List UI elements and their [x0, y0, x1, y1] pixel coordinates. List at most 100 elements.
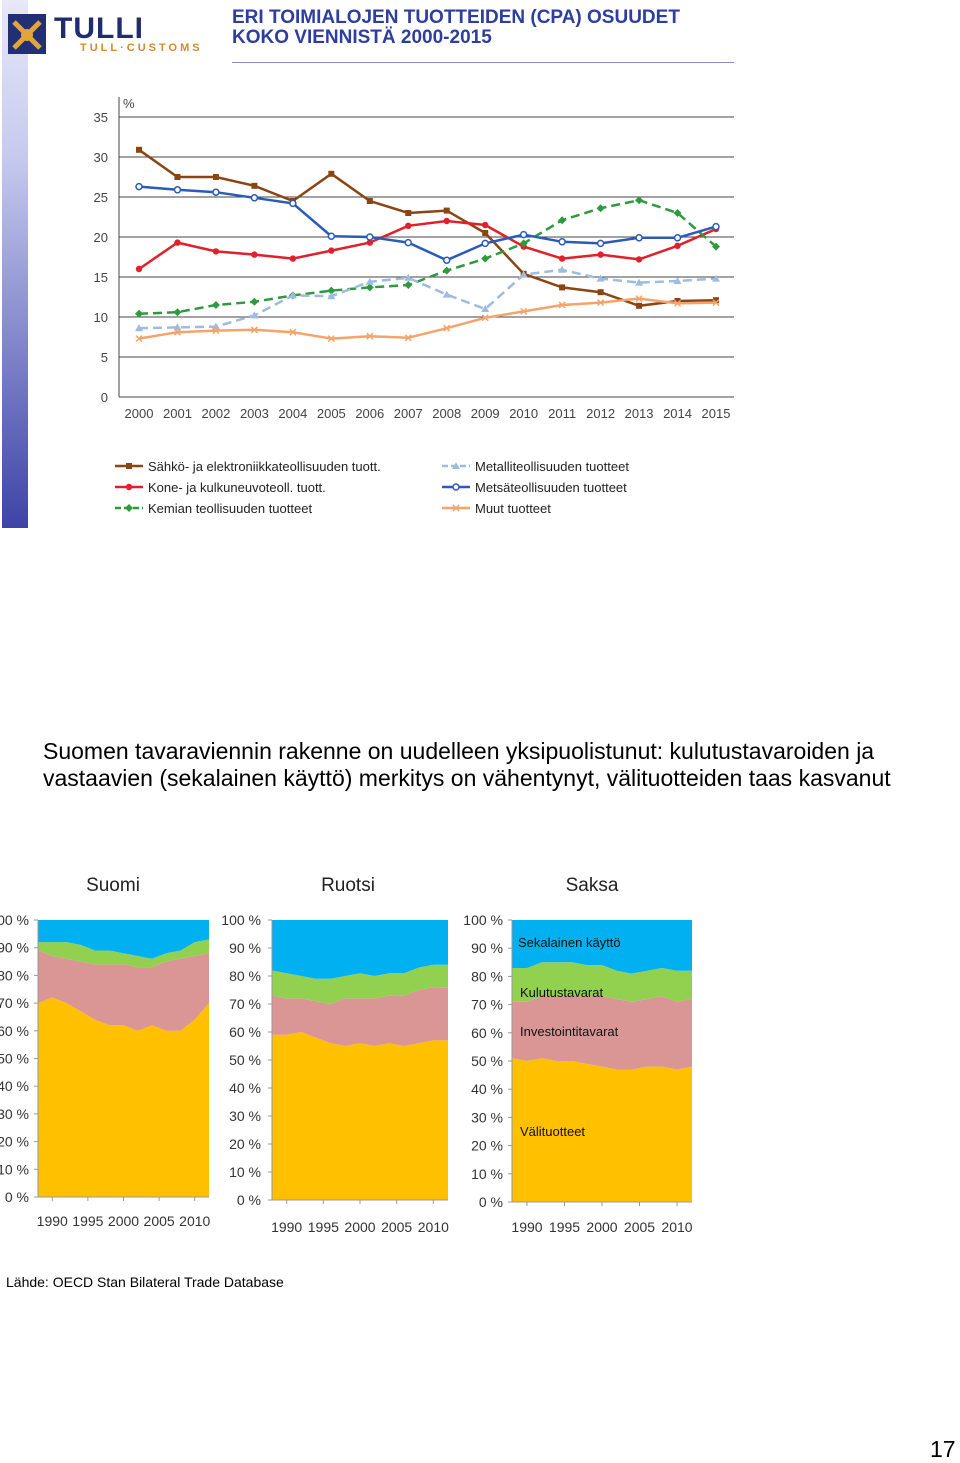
series-line [138, 185, 717, 262]
y-tick-label: 70 % [471, 997, 503, 1013]
y-tick-label: 40 % [471, 1081, 503, 1097]
title-divider [232, 62, 734, 63]
y-tick-label: 20 % [471, 1138, 503, 1154]
x-tick-label: 1990 [37, 1213, 68, 1229]
y-tick-label: 70 % [229, 996, 261, 1012]
area-chart-title: Saksa [566, 875, 619, 896]
x-tick-label: 2006 [355, 406, 384, 421]
area-chart-saksa: Saksa 0 % 10 % 20 % 30 % 40 % 50 % 60 % 70 % 80 %… [463, 875, 692, 1235]
x-tick-label: 1995 [72, 1213, 103, 1229]
logo-emblem-icon [8, 14, 46, 54]
y-tick-label: 40 % [0, 1078, 29, 1094]
data-point [135, 335, 143, 343]
data-point [328, 247, 335, 254]
y-tick-label: 80 % [229, 968, 261, 984]
area-investointitavarat [272, 987, 448, 1046]
area-välituotteet [512, 1058, 692, 1202]
x-tick-label: 2001 [163, 406, 192, 421]
legend-item: Muut tuotteet [442, 501, 551, 516]
data-point [597, 299, 605, 307]
data-point [519, 230, 528, 239]
data-point [366, 198, 373, 204]
area-sekalainen-käyttö [512, 920, 692, 974]
area-chart-suomi: Suomi 0 % 10 % 20 % 30 % 40 % 50 % 60 % 70 % 80 %… [0, 875, 211, 1229]
data-point [558, 216, 567, 225]
data-point [173, 308, 182, 317]
area-välituotteet [272, 1032, 448, 1200]
data-point [212, 174, 219, 180]
area-chart-title: Suomi [86, 875, 140, 896]
data-point [674, 299, 682, 307]
tulli-logo: TULLI TULL·CUSTOMS [8, 12, 200, 56]
data-point [365, 283, 374, 292]
y-tick-label: 90 % [0, 940, 29, 956]
x-tick-label: 2003 [240, 406, 269, 421]
data-point [481, 239, 489, 248]
y-tick-label: 5 [101, 350, 108, 365]
data-point [327, 292, 336, 300]
x-tick-label: 2005 [624, 1219, 655, 1235]
data-point [212, 327, 220, 335]
data-point [558, 255, 566, 262]
main-title: Suomen tavaraviennin rakenne on uudellee… [43, 738, 891, 791]
y-tick-label: 10 [94, 310, 108, 325]
data-point [712, 274, 720, 282]
data-point [596, 204, 605, 213]
data-point [173, 328, 181, 336]
y-tick-label: 15 [94, 270, 108, 285]
data-point [404, 334, 412, 342]
data-point [250, 194, 259, 202]
x-tick-label: 1990 [271, 1219, 302, 1235]
data-point [212, 248, 220, 255]
data-point [126, 463, 132, 469]
series-line [138, 148, 717, 308]
slide-title-line-2: KOKO VIENNISTÄ 2000-2015 [232, 27, 492, 48]
area-investointitavarat [512, 996, 692, 1070]
data-point [519, 239, 528, 248]
data-point [712, 242, 720, 251]
line-chart: 0 5 10 15 20 25 30 35% 2000 2001 2002 2003 2004 2005 2… [94, 96, 734, 516]
area-annotation: Investointitavarat [520, 1024, 619, 1039]
area-investointitavarat [38, 950, 209, 1031]
data-point [442, 256, 451, 264]
data-point [212, 188, 220, 196]
area-chart-ruotsi: Ruotsi 0 % 10 % 20 % 30 % 40 % 50 % 60 % 70 % 80 … [221, 875, 449, 1235]
data-point [452, 483, 460, 491]
data-point [635, 234, 643, 242]
data-point [405, 210, 412, 216]
data-point [288, 291, 297, 299]
data-point [481, 314, 489, 322]
data-point [174, 239, 181, 246]
source-note: Lähde: OECD Stan Bilateral Trade Databas… [6, 1274, 284, 1290]
data-point [405, 222, 412, 229]
x-tick-label: 1995 [549, 1219, 580, 1235]
y-tick-label: 80 % [0, 967, 29, 983]
data-point [635, 196, 644, 205]
data-point [481, 254, 490, 263]
data-point [674, 298, 681, 304]
y-tick-label: 90 % [471, 940, 503, 956]
legend-label: Kemian teollisuuden tuotteet [148, 501, 312, 516]
data-point [635, 256, 643, 263]
series-5 [135, 182, 720, 264]
y-tick-label: 100 % [463, 912, 503, 928]
data-point [125, 504, 133, 512]
x-tick-label: 2007 [394, 406, 423, 421]
x-tick-label: 2002 [201, 406, 230, 421]
data-point [211, 301, 220, 309]
data-point [520, 307, 528, 315]
x-tick-label: 2000 [125, 406, 154, 421]
data-point [558, 265, 567, 273]
data-point [443, 207, 450, 214]
series-line [138, 268, 717, 330]
slide-title-line-1: ERI TOIMIALOJEN TUOTTEIDEN (CPA) OSUUDET [232, 7, 680, 28]
legend-item: Sähkö- ja elektroniikkateollisuuden tuot… [115, 459, 381, 474]
y-tick-label: 70 % [0, 995, 29, 1011]
x-tick-label: 2013 [625, 406, 654, 421]
data-point [558, 238, 566, 246]
y-tick-label: 90 % [229, 940, 261, 956]
data-point [597, 289, 604, 296]
data-point [597, 251, 604, 258]
data-point [125, 483, 133, 491]
data-point [327, 286, 336, 295]
